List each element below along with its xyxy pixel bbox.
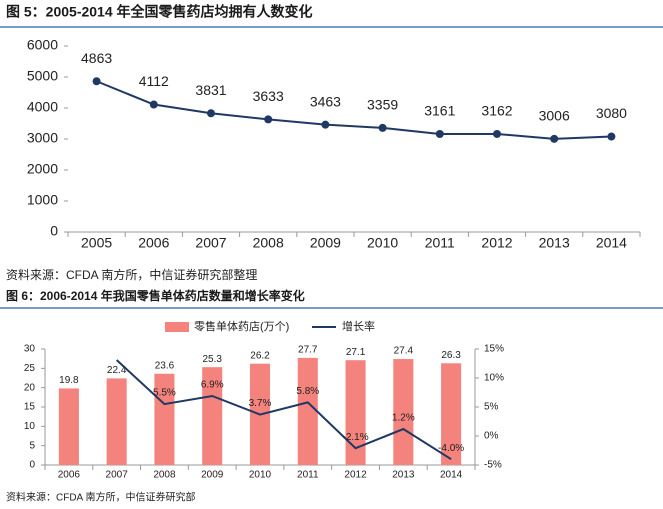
bar (297, 357, 318, 465)
data-point (435, 130, 444, 139)
bar (441, 363, 462, 465)
data-label: 23.6 (155, 360, 175, 371)
y2-tick-label: 5% (484, 402, 499, 413)
data-point (207, 109, 215, 118)
data-label: 4863 (81, 50, 112, 66)
data-point (264, 115, 273, 124)
data-point (378, 123, 387, 132)
bar (393, 359, 414, 465)
data-point (607, 132, 616, 141)
y2-tick-label: 0% (484, 431, 499, 442)
data-label: 3633 (253, 88, 284, 104)
data-label: 6.9% (201, 380, 224, 391)
x-tick-label: 2008 (153, 470, 176, 481)
data-label: 3162 (481, 103, 512, 119)
legend-label: 增长率 (342, 319, 375, 333)
x-tick-label: 2006 (58, 470, 81, 481)
y2-tick-label: 15% (484, 344, 504, 355)
data-label: 3006 (539, 108, 570, 124)
data-label: 3463 (310, 93, 341, 109)
x-tick-label: 2011 (425, 235, 455, 251)
legend-label: 零售单体药店(万个) (194, 319, 289, 333)
x-tick-label: 2009 (310, 235, 341, 251)
data-label: 26.2 (250, 350, 270, 361)
x-tick-label: 2011 (297, 470, 319, 481)
data-label: 22.4 (107, 365, 127, 376)
bar (345, 360, 366, 465)
y-tick-label: 3000 (27, 130, 58, 146)
data-label: 4112 (139, 73, 169, 89)
chart-title: 图 6：2006-2014 年我国零售单体药店数量和增长率变化 (6, 288, 305, 303)
x-tick-label: 2005 (81, 235, 112, 251)
x-tick-label: 2010 (367, 235, 398, 251)
data-label: 3161 (424, 103, 455, 119)
y-tick-label: 5 (29, 440, 35, 451)
x-tick-label: 2007 (106, 470, 129, 481)
data-label: 5.5% (153, 388, 176, 399)
data-point (550, 134, 559, 143)
data-label: 3.7% (249, 398, 272, 409)
y-tick-label: 20 (24, 382, 36, 393)
data-label: 19.8 (59, 375, 79, 386)
x-tick-label: 2008 (253, 235, 284, 251)
bar (154, 373, 175, 465)
y-tick-label: 4000 (27, 99, 58, 115)
data-line (96, 80, 612, 140)
y-tick-label: 10 (24, 421, 36, 432)
y-tick-label: 30 (24, 344, 36, 355)
data-label: -4.0% (438, 443, 464, 454)
data-label: 26.3 (441, 350, 461, 361)
y-tick-label: 5000 (27, 68, 58, 84)
data-point (493, 129, 501, 138)
x-tick-label: 2012 (481, 235, 512, 251)
growth-line (115, 359, 452, 461)
y-tick-label: 1000 (27, 192, 58, 208)
x-tick-label: 2014 (596, 235, 627, 251)
y2-tick-label: 10% (484, 373, 504, 384)
y-tick-label: 2000 (27, 161, 58, 177)
data-label: 1.2% (392, 413, 415, 424)
source-note: 资料来源：CFDA 南方所，中信证券研究部整理 (6, 267, 257, 282)
bar (202, 367, 223, 465)
y-tick-label: 0 (50, 223, 58, 239)
y-tick-label: 0 (29, 460, 35, 471)
legend-swatch (165, 322, 189, 332)
x-tick-label: 2007 (195, 235, 226, 251)
y-tick-label: 15 (24, 402, 36, 413)
x-tick-label: 2014 (440, 470, 463, 481)
data-label: 3831 (195, 82, 226, 98)
data-label: 5.8% (296, 386, 319, 397)
x-tick-label: 2013 (392, 470, 415, 481)
y-tick-label: 25 (24, 363, 36, 374)
x-tick-label: 2009 (201, 470, 224, 481)
data-label: -2.1% (342, 432, 368, 443)
data-point (321, 120, 330, 129)
chart-title: 图 5：2005-2014 年全国零售药店均拥有人数变化 (6, 4, 313, 20)
data-label: 3080 (596, 105, 627, 121)
x-tick-label: 2013 (539, 235, 570, 251)
y2-tick-label: -5% (484, 460, 502, 471)
x-tick-label: 2006 (138, 235, 169, 251)
bar (106, 378, 127, 465)
data-label: 25.3 (202, 354, 222, 365)
bar (58, 388, 79, 465)
data-label: 27.1 (346, 347, 366, 358)
x-tick-label: 2010 (249, 470, 272, 481)
x-tick-label: 2012 (344, 470, 367, 481)
y-tick-label: 6000 (27, 37, 58, 53)
data-point (149, 100, 158, 109)
data-label: 27.7 (298, 345, 318, 356)
data-label: 3359 (367, 97, 398, 113)
source-note: 资料来源：CFDA 南方所，中信证券研究部 (6, 491, 195, 504)
data-label: 27.4 (394, 346, 414, 357)
data-point (92, 77, 101, 86)
